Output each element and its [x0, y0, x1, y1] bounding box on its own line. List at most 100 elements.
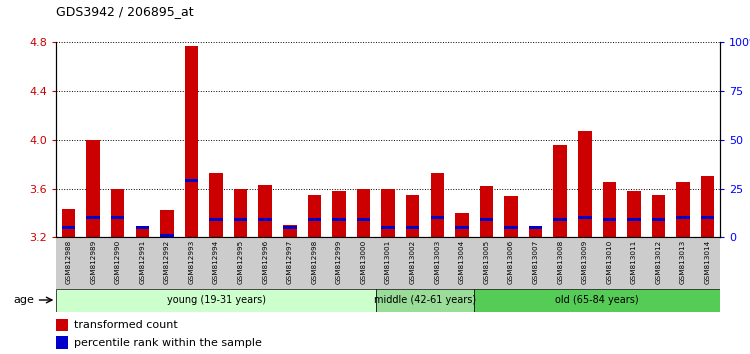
Bar: [455, 225, 469, 229]
Text: GSM812990: GSM812990: [115, 240, 121, 284]
Bar: [376, 289, 474, 312]
Text: percentile rank within the sample: percentile rank within the sample: [74, 338, 262, 348]
Bar: [283, 225, 296, 237]
Text: GSM813012: GSM813012: [656, 240, 662, 284]
Bar: [425, 237, 449, 289]
Bar: [602, 218, 616, 221]
Text: GSM812993: GSM812993: [188, 240, 194, 284]
Bar: [283, 225, 296, 229]
Bar: [529, 229, 542, 237]
Bar: [357, 218, 370, 221]
Bar: [259, 218, 272, 221]
Bar: [578, 216, 592, 219]
Bar: [646, 237, 670, 289]
Bar: [578, 131, 592, 237]
Bar: [253, 237, 278, 289]
Bar: [449, 237, 474, 289]
Text: GSM812989: GSM812989: [90, 240, 96, 284]
Bar: [357, 188, 370, 237]
Bar: [381, 225, 395, 229]
Bar: [136, 229, 149, 237]
Text: GSM812998: GSM812998: [311, 240, 317, 284]
Bar: [111, 188, 125, 237]
Bar: [62, 225, 75, 229]
Text: old (65-84 years): old (65-84 years): [555, 295, 639, 305]
Bar: [184, 46, 198, 237]
Bar: [676, 216, 690, 219]
Bar: [504, 225, 518, 229]
Bar: [701, 176, 715, 237]
Text: young (19-31 years): young (19-31 years): [166, 295, 266, 305]
Bar: [56, 237, 81, 289]
Bar: [554, 145, 567, 237]
Text: GSM812994: GSM812994: [213, 240, 219, 284]
Text: GSM812997: GSM812997: [286, 240, 292, 284]
Bar: [524, 237, 548, 289]
Bar: [332, 218, 346, 221]
Bar: [676, 182, 690, 237]
Bar: [228, 237, 253, 289]
Bar: [376, 237, 400, 289]
Bar: [111, 216, 125, 219]
Bar: [504, 196, 518, 237]
Text: GSM813003: GSM813003: [434, 240, 440, 284]
Bar: [154, 237, 179, 289]
Bar: [499, 237, 523, 289]
Text: GSM812992: GSM812992: [164, 240, 170, 284]
Bar: [406, 195, 419, 237]
Text: GSM813002: GSM813002: [410, 240, 416, 284]
Bar: [56, 289, 376, 312]
Bar: [602, 182, 616, 237]
Bar: [474, 237, 499, 289]
Text: GSM813006: GSM813006: [508, 240, 514, 284]
Bar: [332, 191, 346, 237]
Bar: [351, 237, 376, 289]
Bar: [62, 209, 75, 237]
Bar: [302, 237, 327, 289]
Bar: [209, 173, 223, 237]
Bar: [572, 237, 597, 289]
Bar: [529, 225, 542, 229]
Text: GSM813010: GSM813010: [606, 240, 612, 284]
Bar: [430, 216, 444, 219]
Text: GSM813011: GSM813011: [631, 240, 637, 284]
Bar: [652, 195, 665, 237]
Bar: [106, 237, 130, 289]
Bar: [406, 225, 419, 229]
Bar: [548, 237, 572, 289]
Bar: [430, 173, 444, 237]
Bar: [327, 237, 351, 289]
Bar: [627, 218, 640, 221]
Text: GSM812995: GSM812995: [238, 240, 244, 284]
Bar: [381, 188, 395, 237]
Bar: [622, 237, 646, 289]
Bar: [234, 218, 248, 221]
Bar: [209, 218, 223, 221]
Bar: [554, 218, 567, 221]
Bar: [56, 319, 68, 331]
Text: GSM813005: GSM813005: [484, 240, 490, 284]
Bar: [130, 237, 154, 289]
Bar: [136, 225, 149, 229]
Text: GSM813013: GSM813013: [680, 240, 686, 284]
Bar: [701, 216, 715, 219]
Bar: [86, 216, 100, 219]
Text: age: age: [13, 295, 34, 305]
Bar: [86, 140, 100, 237]
Bar: [259, 185, 272, 237]
Text: GSM813009: GSM813009: [582, 240, 588, 284]
Text: GSM813014: GSM813014: [705, 240, 711, 284]
Text: GSM813007: GSM813007: [532, 240, 538, 284]
Bar: [81, 237, 106, 289]
Text: GSM813001: GSM813001: [386, 240, 392, 284]
Bar: [597, 237, 622, 289]
Bar: [308, 218, 321, 221]
Text: transformed count: transformed count: [74, 320, 177, 330]
Text: middle (42-61 years): middle (42-61 years): [374, 295, 476, 305]
Text: GSM812996: GSM812996: [262, 240, 268, 284]
Bar: [670, 237, 695, 289]
Bar: [627, 191, 640, 237]
Text: GSM812988: GSM812988: [65, 240, 71, 284]
Text: GSM812999: GSM812999: [336, 240, 342, 284]
Bar: [652, 218, 665, 221]
